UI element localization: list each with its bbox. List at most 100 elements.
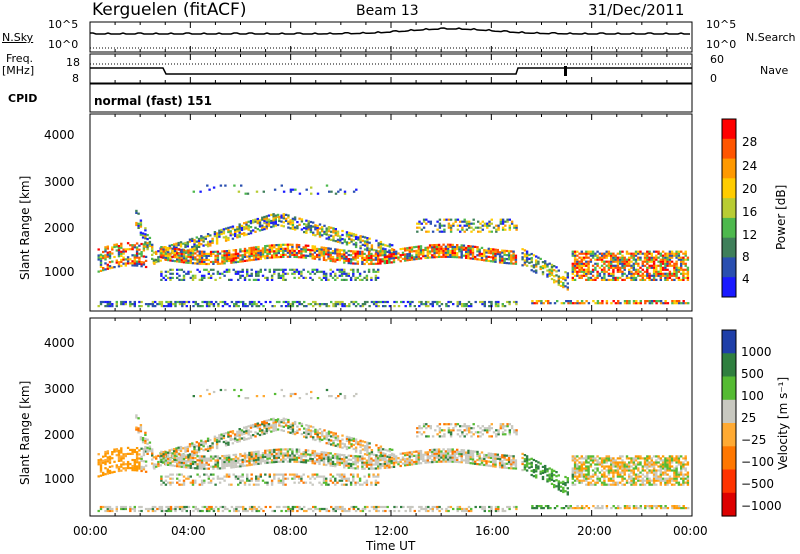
velocity-cell (406, 505, 410, 509)
power-cell (339, 235, 342, 238)
power-cell (293, 249, 296, 252)
power-cell (298, 217, 301, 220)
power-cell (395, 300, 398, 304)
power-cell (673, 252, 676, 255)
velocity-cell (115, 509, 118, 513)
power-cell (531, 302, 534, 305)
power-cell (429, 220, 432, 223)
velocity-cell (175, 449, 178, 452)
power-cell (320, 252, 323, 255)
power-cell (374, 278, 378, 281)
velocity-cell (419, 454, 423, 457)
power-cell (162, 252, 165, 255)
power-cell (198, 262, 201, 265)
power-cell (117, 251, 121, 254)
velocity-cell (354, 446, 358, 449)
power-cell (206, 245, 210, 248)
power-cell (275, 300, 279, 304)
velocity-cell (266, 449, 269, 452)
power-cell (501, 305, 504, 308)
power-cell (562, 284, 565, 287)
velocity-cell (374, 479, 378, 482)
power-cell (252, 219, 255, 222)
velocity-cell (379, 451, 383, 454)
power-cell (503, 253, 506, 256)
velocity-cell (323, 507, 326, 511)
power-cell (619, 270, 622, 273)
power-cell (428, 256, 432, 259)
power-cell (148, 240, 152, 244)
power-cell (264, 247, 267, 250)
power-cell (507, 250, 511, 253)
velocity-cell (203, 479, 206, 482)
power-cell (483, 259, 486, 262)
power-cell (117, 261, 121, 264)
velocity-cell (336, 481, 339, 484)
power-cell (329, 247, 332, 250)
velocity-cell (126, 465, 130, 468)
velocity-cell (291, 507, 295, 511)
velocity-cell (368, 442, 371, 445)
power-cell (365, 278, 369, 281)
velocity-cell (234, 433, 237, 436)
power-cell (426, 256, 429, 259)
power-cell (350, 234, 353, 237)
velocity-cell (191, 479, 195, 482)
velocity-cell (225, 473, 229, 476)
power-cell (381, 254, 384, 257)
power-cell (479, 226, 482, 229)
velocity-cell (288, 448, 292, 451)
power-cell (243, 228, 246, 231)
velocity-cell (274, 421, 277, 424)
power-cell (386, 250, 389, 253)
velocity-cell (321, 432, 324, 435)
power-cell (206, 241, 210, 244)
velocity-cell (307, 424, 310, 427)
velocity-cell (196, 459, 199, 462)
power-cell (115, 243, 118, 246)
power-cell (186, 241, 189, 244)
power-cell (557, 283, 560, 286)
power-cell (206, 184, 209, 187)
velocity-cell (343, 464, 346, 467)
velocity-cell (348, 440, 351, 443)
power-cell (652, 270, 656, 273)
power-cell (208, 300, 211, 304)
power-cell (176, 256, 179, 259)
power-cell (164, 270, 168, 273)
velocity-cell (140, 505, 143, 509)
power-cell (420, 300, 423, 304)
velocity-cell (108, 455, 112, 458)
power-cell (291, 243, 294, 246)
velocity-cell (492, 457, 495, 460)
power-cell (619, 258, 622, 261)
velocity-cell (172, 507, 175, 511)
velocity-cell (316, 454, 319, 457)
velocity-cell (433, 460, 436, 463)
power-cell (216, 250, 220, 253)
velocity-cell (171, 452, 174, 455)
power-cell (614, 276, 617, 279)
velocity-cell (97, 461, 100, 464)
velocity-cell (255, 483, 258, 486)
power-cell (576, 272, 579, 275)
power-cell (379, 300, 383, 304)
power-cell (191, 256, 195, 259)
velocity-cell (449, 456, 452, 459)
power-cell (144, 265, 148, 269)
velocity-cell (106, 509, 109, 513)
power-cell (196, 260, 199, 263)
power-cell (397, 305, 401, 308)
power-cell (234, 253, 238, 256)
power-cell (661, 254, 665, 257)
velocity-cell (322, 457, 326, 460)
power-cell (144, 259, 148, 262)
power-cell (465, 224, 469, 227)
power-cell (370, 244, 374, 247)
power-cell (234, 232, 237, 236)
power-cell (243, 251, 247, 254)
power-cell (200, 252, 204, 255)
velocity-cell (261, 452, 265, 455)
power-cell (272, 221, 275, 224)
velocity-cell (340, 462, 344, 465)
